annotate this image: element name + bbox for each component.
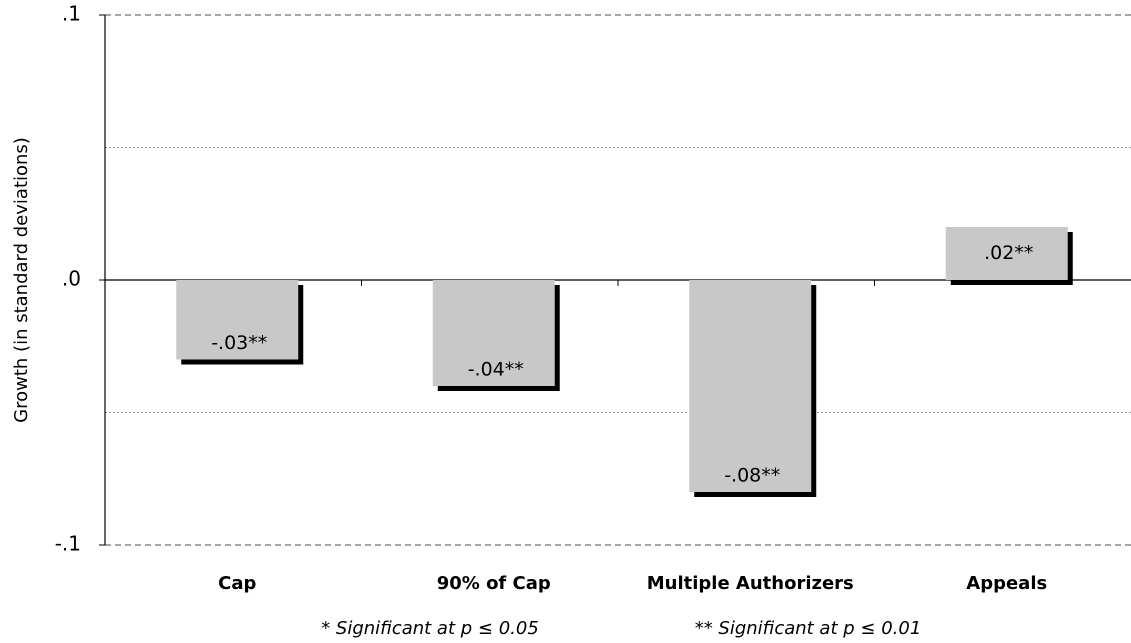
x-tick-label: Cap bbox=[218, 573, 256, 594]
bar bbox=[432, 280, 555, 386]
bar bbox=[689, 280, 812, 492]
y-axis-label: Growth (in standard deviations) bbox=[11, 137, 32, 423]
bar bbox=[176, 280, 299, 360]
x-tick-label: Appeals bbox=[966, 573, 1047, 594]
footnote: ** Significant at p ≤ 0.01 bbox=[695, 618, 922, 639]
y-tick-label: .1 bbox=[62, 2, 81, 26]
data-label: -.04** bbox=[468, 359, 524, 381]
y-tick-label: -.1 bbox=[55, 532, 81, 556]
x-tick-label: Multiple Authorizers bbox=[647, 573, 854, 594]
x-tick-label: 90% of Cap bbox=[437, 573, 551, 594]
bar bbox=[945, 227, 1068, 280]
data-label: .02** bbox=[984, 242, 1033, 264]
footnote: * Significant at p ≤ 0.05 bbox=[321, 618, 539, 639]
data-label: -.08** bbox=[724, 465, 780, 487]
data-label: -.03** bbox=[211, 332, 267, 354]
y-tick-label: .0 bbox=[62, 267, 81, 291]
